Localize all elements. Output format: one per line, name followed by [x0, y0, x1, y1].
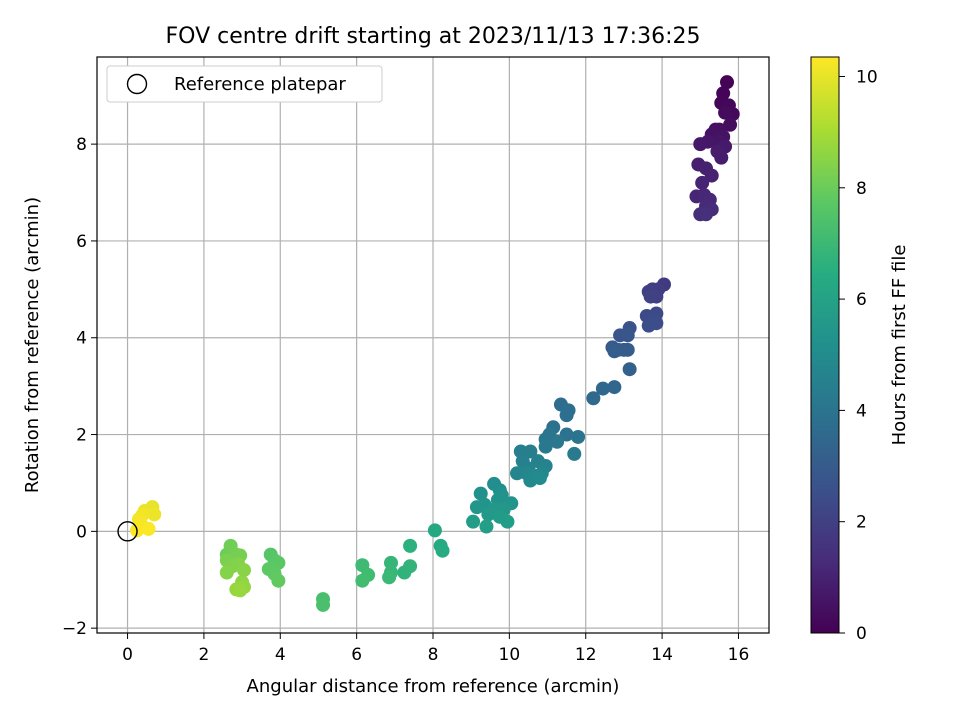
y-tick-label: 2: [76, 426, 87, 446]
y-tick-label: 8: [76, 135, 87, 155]
data-point: [523, 444, 538, 459]
reference-platepar-marker: [117, 521, 138, 542]
data-point: [723, 117, 738, 132]
x-tick-label: 6: [351, 645, 362, 665]
data-point: [720, 75, 734, 90]
colorbar-tick-label: 0: [856, 624, 867, 644]
colorbar: [810, 56, 840, 634]
data-point: [622, 362, 637, 377]
data-point: [695, 175, 710, 190]
data-point: [641, 318, 656, 333]
data-point: [586, 391, 601, 406]
colorbar-tick-label: 10: [856, 67, 878, 87]
chart-title: FOV centre drift starting at 2023/11/13 …: [166, 24, 701, 49]
data-point: [571, 429, 586, 444]
x-tick-label: 10: [499, 645, 521, 665]
data-point: [233, 583, 248, 598]
data-point: [316, 597, 331, 612]
colorbar-tick-label: 6: [856, 290, 867, 310]
legend: Reference platepar: [106, 65, 383, 103]
data-point: [704, 168, 719, 183]
y-tick-label: 6: [76, 232, 87, 252]
y-axis-ticks: −2 0 2 4 6 8: [62, 135, 97, 639]
data-point: [607, 344, 622, 359]
data-point: [435, 543, 450, 558]
data-point: [403, 538, 418, 553]
legend-open-circle-marker: [126, 73, 148, 95]
data-point: [643, 289, 658, 304]
x-axis-label: Angular distance from reference (arcmin): [247, 676, 620, 697]
data-point: [595, 381, 610, 396]
data-point: [147, 507, 162, 522]
x-tick-label: 0: [122, 645, 133, 665]
x-tick-label: 16: [728, 645, 750, 665]
legend-box: [106, 65, 383, 103]
colorbar-tick-label: 2: [856, 513, 867, 533]
data-point: [714, 150, 729, 165]
colorbar-tick-label: 4: [856, 401, 867, 421]
data-point: [479, 519, 494, 534]
grid: [97, 57, 769, 633]
colorbar-label: Hours from first FF file: [889, 245, 910, 446]
data-point: [699, 207, 713, 222]
colorbar-tick-label: 8: [856, 179, 867, 199]
reference-marker-layer: [117, 521, 138, 542]
data-point: [469, 500, 484, 515]
x-tick-label: 4: [275, 645, 286, 665]
data-points: [130, 75, 740, 612]
colorbar-ticks: 0 2 4 6 8 10: [839, 67, 878, 644]
data-point: [141, 521, 156, 536]
data-point: [481, 507, 496, 522]
data-point: [219, 565, 234, 580]
data-point: [355, 573, 370, 588]
data-point: [567, 446, 582, 461]
data-point: [693, 137, 708, 152]
data-point: [620, 342, 635, 357]
data-point: [237, 563, 251, 578]
data-point: [559, 427, 574, 442]
y-axis-label: Rotation from reference (arcmin): [22, 197, 43, 493]
data-point: [466, 514, 481, 529]
data-point: [384, 555, 398, 570]
data-point: [718, 105, 733, 120]
data-point: [500, 514, 515, 529]
data-point: [532, 471, 547, 486]
y-tick-label: 4: [76, 329, 87, 349]
x-tick-label: 14: [651, 645, 673, 665]
data-point: [427, 523, 442, 538]
legend-entry-label: Reference platepar: [174, 74, 346, 95]
data-point: [607, 380, 622, 395]
data-point: [538, 439, 553, 454]
y-tick-label: 0: [76, 522, 87, 542]
data-point: [271, 573, 286, 588]
data-point: [403, 559, 418, 574]
x-tick-label: 2: [198, 645, 209, 665]
data-point: [473, 486, 488, 501]
y-tick-label: −2: [62, 619, 87, 639]
x-axis-ticks: 0 2 4 6 8 10 12 14 16: [122, 633, 749, 665]
data-point: [620, 328, 635, 343]
x-tick-label: 12: [575, 645, 597, 665]
data-point: [382, 570, 397, 585]
data-point: [559, 408, 574, 423]
x-tick-label: 8: [428, 645, 439, 665]
data-point: [550, 434, 565, 449]
